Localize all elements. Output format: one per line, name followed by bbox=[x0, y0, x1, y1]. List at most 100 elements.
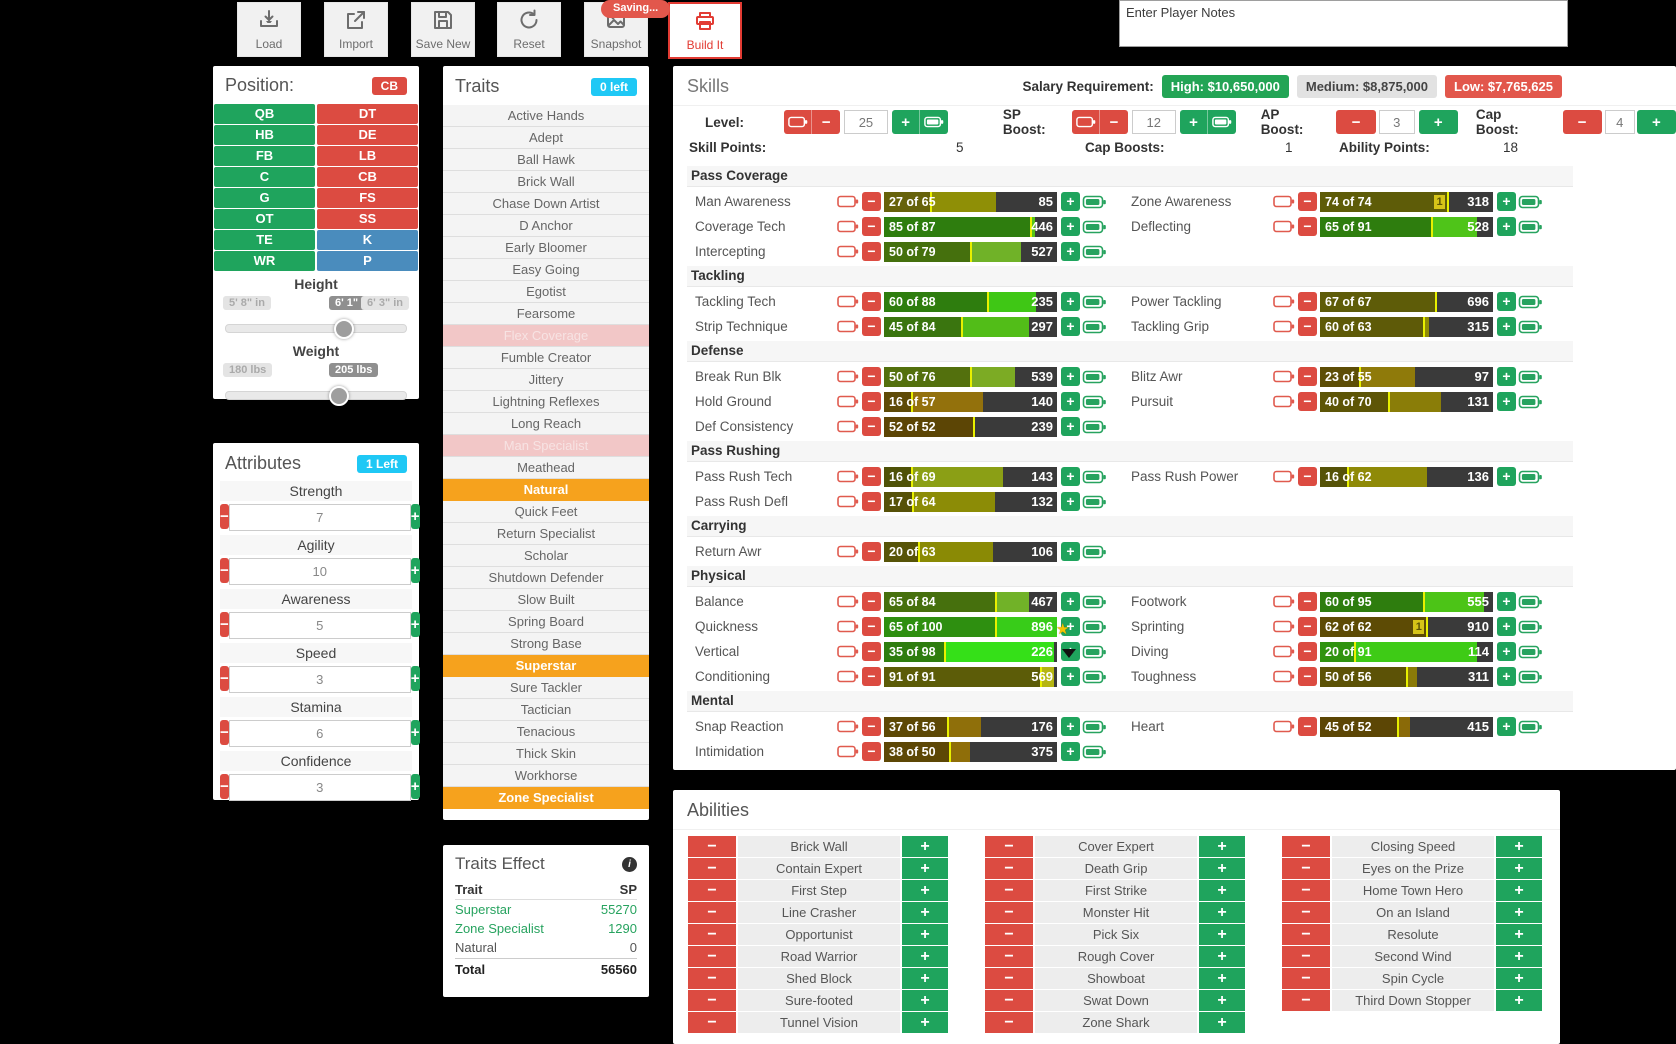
ability-increase-button[interactable]: + bbox=[1496, 880, 1542, 901]
skill-increase-button[interactable]: + bbox=[1061, 242, 1080, 261]
sp-refund-battery-button[interactable] bbox=[835, 420, 860, 433]
sp-refund-battery-button[interactable] bbox=[835, 670, 860, 683]
ability-decrease-button[interactable]: − bbox=[688, 946, 736, 967]
ability-increase-button[interactable]: + bbox=[902, 836, 948, 857]
sp-spend-battery-button[interactable] bbox=[1082, 720, 1107, 734]
sp-spend-battery-button[interactable] bbox=[1082, 320, 1107, 334]
ability-increase-button[interactable]: + bbox=[1496, 858, 1542, 879]
sp-refund-battery-button[interactable] bbox=[835, 645, 860, 658]
sp-spend-battery-button[interactable] bbox=[1082, 220, 1107, 234]
ability-increase-button[interactable]: + bbox=[1496, 990, 1542, 1011]
position-button-k[interactable]: K bbox=[317, 230, 418, 250]
ability-decrease-button[interactable]: − bbox=[985, 924, 1033, 945]
sp-refund-battery-button[interactable] bbox=[835, 320, 860, 333]
skill-decrease-button[interactable]: − bbox=[862, 292, 881, 311]
sp-refund-battery-button[interactable] bbox=[835, 295, 860, 308]
skill-decrease-button[interactable]: − bbox=[862, 417, 881, 436]
player-notes-input[interactable] bbox=[1119, 0, 1568, 47]
sp-refund-battery-button[interactable] bbox=[1271, 595, 1296, 608]
ability-decrease-button[interactable]: − bbox=[985, 902, 1033, 923]
skill-increase-button[interactable]: + bbox=[1497, 642, 1516, 661]
trait-item-brick-wall[interactable]: Brick Wall bbox=[443, 171, 649, 193]
position-button-de[interactable]: DE bbox=[317, 125, 418, 145]
trait-item-tactician[interactable]: Tactician bbox=[443, 699, 649, 721]
sp-refund-battery-button[interactable] bbox=[1271, 195, 1296, 208]
ability-decrease-button[interactable]: − bbox=[688, 880, 736, 901]
skill-decrease-button[interactable]: − bbox=[1298, 292, 1317, 311]
ability-decrease-button[interactable]: − bbox=[985, 946, 1033, 967]
sp-spend-battery-button[interactable] bbox=[1082, 370, 1107, 384]
agility-value-input[interactable] bbox=[228, 558, 411, 585]
skill-decrease-button[interactable]: − bbox=[862, 192, 881, 211]
skill-decrease-button[interactable]: − bbox=[862, 717, 881, 736]
skill-decrease-button[interactable]: − bbox=[1298, 367, 1317, 386]
level-plus-button[interactable]: + bbox=[891, 110, 921, 134]
sp-spend-battery-button[interactable] bbox=[1518, 195, 1543, 209]
skill-decrease-button[interactable]: − bbox=[862, 617, 881, 636]
sp-spend-battery-button[interactable] bbox=[1518, 670, 1543, 684]
ability-increase-button[interactable]: + bbox=[902, 880, 948, 901]
ability-decrease-button[interactable]: − bbox=[1282, 968, 1330, 989]
skill-increase-button[interactable]: + bbox=[1497, 617, 1516, 636]
skill-decrease-button[interactable]: − bbox=[1298, 642, 1317, 661]
level-input[interactable] bbox=[843, 110, 888, 134]
ability-decrease-button[interactable]: − bbox=[1282, 902, 1330, 923]
ability-increase-button[interactable]: + bbox=[1199, 858, 1245, 879]
sp-spend-battery-button[interactable] bbox=[1082, 645, 1107, 659]
sp-spend-battery-button[interactable] bbox=[1082, 245, 1107, 259]
sp-boost-increase-group[interactable]: + bbox=[1179, 110, 1236, 134]
ability-increase-button[interactable]: + bbox=[1199, 902, 1245, 923]
height-slider-handle[interactable] bbox=[334, 319, 354, 339]
skill-decrease-button[interactable]: − bbox=[862, 492, 881, 511]
trait-item-jittery[interactable]: Jittery bbox=[443, 369, 649, 391]
position-button-dt[interactable]: DT bbox=[317, 104, 418, 124]
battery-empty-icon[interactable] bbox=[1071, 110, 1101, 134]
ability-decrease-button[interactable]: − bbox=[688, 968, 736, 989]
sp-refund-battery-button[interactable] bbox=[1271, 295, 1296, 308]
trait-item-scholar[interactable]: Scholar bbox=[443, 545, 649, 567]
strength-value-input[interactable] bbox=[228, 504, 411, 531]
ability-increase-button[interactable]: + bbox=[902, 990, 948, 1011]
sp-spend-battery-button[interactable] bbox=[1082, 295, 1107, 309]
position-button-qb[interactable]: QB bbox=[214, 104, 315, 124]
position-button-ss[interactable]: SS bbox=[317, 209, 418, 229]
skill-decrease-button[interactable]: − bbox=[862, 367, 881, 386]
weight-slider[interactable] bbox=[225, 386, 407, 406]
sp-refund-battery-button[interactable] bbox=[1271, 620, 1296, 633]
ap-boost-plus-button[interactable]: + bbox=[1418, 110, 1458, 134]
agility-increase-button[interactable]: + bbox=[410, 558, 420, 583]
sp-spend-battery-button[interactable] bbox=[1082, 495, 1107, 509]
skill-decrease-button[interactable]: − bbox=[862, 742, 881, 761]
ability-decrease-button[interactable]: − bbox=[1282, 946, 1330, 967]
weight-slider-handle[interactable] bbox=[328, 386, 349, 406]
height-slider[interactable] bbox=[225, 319, 407, 339]
trait-item-tenacious[interactable]: Tenacious bbox=[443, 721, 649, 743]
skill-decrease-button[interactable]: − bbox=[862, 242, 881, 261]
skill-increase-button[interactable]: + bbox=[1497, 367, 1516, 386]
sp-boost-minus-button[interactable]: − bbox=[1100, 110, 1128, 134]
confidence-increase-button[interactable]: + bbox=[410, 774, 420, 799]
trait-item-lightning-reflexes[interactable]: Lightning Reflexes bbox=[443, 391, 649, 413]
stamina-value-input[interactable] bbox=[228, 720, 411, 747]
sp-refund-battery-button[interactable] bbox=[835, 720, 860, 733]
ap-boost-minus-button[interactable]: − bbox=[1336, 110, 1376, 134]
ap-boost-input[interactable] bbox=[1378, 110, 1415, 134]
sp-spend-battery-button[interactable] bbox=[1518, 395, 1543, 409]
info-icon[interactable]: i bbox=[622, 856, 637, 872]
ability-increase-button[interactable]: + bbox=[902, 946, 948, 967]
skill-decrease-button[interactable]: − bbox=[1298, 592, 1317, 611]
skill-decrease-button[interactable]: − bbox=[862, 642, 881, 661]
ability-decrease-button[interactable]: − bbox=[1282, 990, 1330, 1011]
skill-increase-button[interactable]: + bbox=[1061, 467, 1080, 486]
sp-refund-battery-button[interactable] bbox=[1271, 470, 1296, 483]
position-button-cb[interactable]: CB bbox=[317, 167, 418, 187]
ability-decrease-button[interactable]: − bbox=[688, 902, 736, 923]
sp-spend-battery-button[interactable] bbox=[1518, 595, 1543, 609]
skill-increase-button[interactable]: + bbox=[1497, 717, 1516, 736]
skill-increase-button[interactable]: + bbox=[1497, 392, 1516, 411]
sp-spend-battery-button[interactable] bbox=[1518, 295, 1543, 309]
sp-spend-battery-button[interactable] bbox=[1082, 595, 1107, 609]
ability-decrease-button[interactable]: − bbox=[985, 880, 1033, 901]
sp-spend-battery-button[interactable] bbox=[1518, 470, 1543, 484]
ability-increase-button[interactable]: + bbox=[902, 858, 948, 879]
